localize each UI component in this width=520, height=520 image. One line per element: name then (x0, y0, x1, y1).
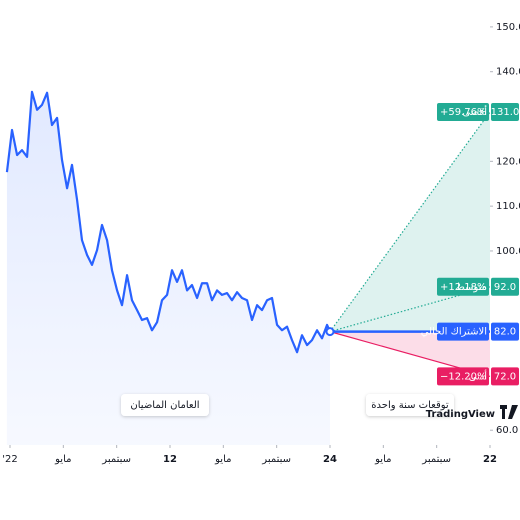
history-area (6, 91, 331, 446)
x-tick-label: 12 (163, 454, 177, 465)
x-tick-label: '22 (2, 454, 17, 465)
badge-value-bg (491, 277, 519, 296)
badge-value-bg (491, 103, 519, 122)
badge-change: +12.18% (440, 282, 487, 293)
y-tick-label: 150.0 (496, 22, 520, 33)
badge-value: 72.0 (494, 371, 516, 382)
badge-bg (437, 322, 489, 341)
brand: TradingView (426, 409, 495, 420)
y-tick-label: 110.0 (496, 201, 520, 212)
y-tick-label: 140.0 (496, 67, 520, 78)
badge-bg (437, 103, 489, 122)
x-tick-label: سبتمبر (421, 454, 451, 465)
plot: 150.0 140.0 120.0 110.0 100.0 60.0 '22 مايو سبتم… (2, 22, 520, 465)
badge-value: 131.0 (491, 107, 520, 118)
badge-value-bg (491, 322, 519, 341)
brand-logo (508, 405, 518, 419)
y-tick-label: 120.0 (496, 156, 520, 167)
badge-label: الاشتراك الحالي (421, 327, 487, 338)
annotation: توقعات سنة واحدة (371, 400, 449, 411)
badge-change: +59.76% (440, 107, 487, 118)
badge-value: 82.0 (494, 327, 516, 338)
badge-bg (437, 277, 489, 296)
current-point (325, 327, 335, 337)
badge-bg (437, 367, 489, 386)
x-tick-label: 22 (483, 454, 497, 465)
annotation-box (121, 394, 209, 416)
annotation: العامان الماضيان (130, 400, 199, 411)
x-tick-label: سبتمبر (101, 454, 131, 465)
badge-value-bg (491, 367, 519, 386)
forecast-up-area (330, 112, 490, 332)
badge-value: 92.0 (494, 282, 516, 293)
y-tick-label: 100.0 (496, 246, 520, 257)
x-tick-label: 24 (323, 454, 337, 465)
badge-label: أقصى (462, 105, 487, 118)
fills (6, 91, 490, 446)
brand-logo (502, 405, 505, 419)
price-line (5, 90, 332, 354)
x-tick-label: مايو (54, 454, 71, 465)
badge-label: متوسط (456, 282, 487, 293)
annotation-box (366, 394, 454, 416)
x-tick-label: مايو (214, 454, 231, 465)
y-tick-label: 60.0 (496, 425, 518, 436)
badge-label: أدنى (469, 369, 488, 382)
badge-change: −12.20% (440, 371, 487, 382)
x-tick-label: مايو (374, 454, 391, 465)
x-tick-label: سبتمبر (261, 454, 291, 465)
